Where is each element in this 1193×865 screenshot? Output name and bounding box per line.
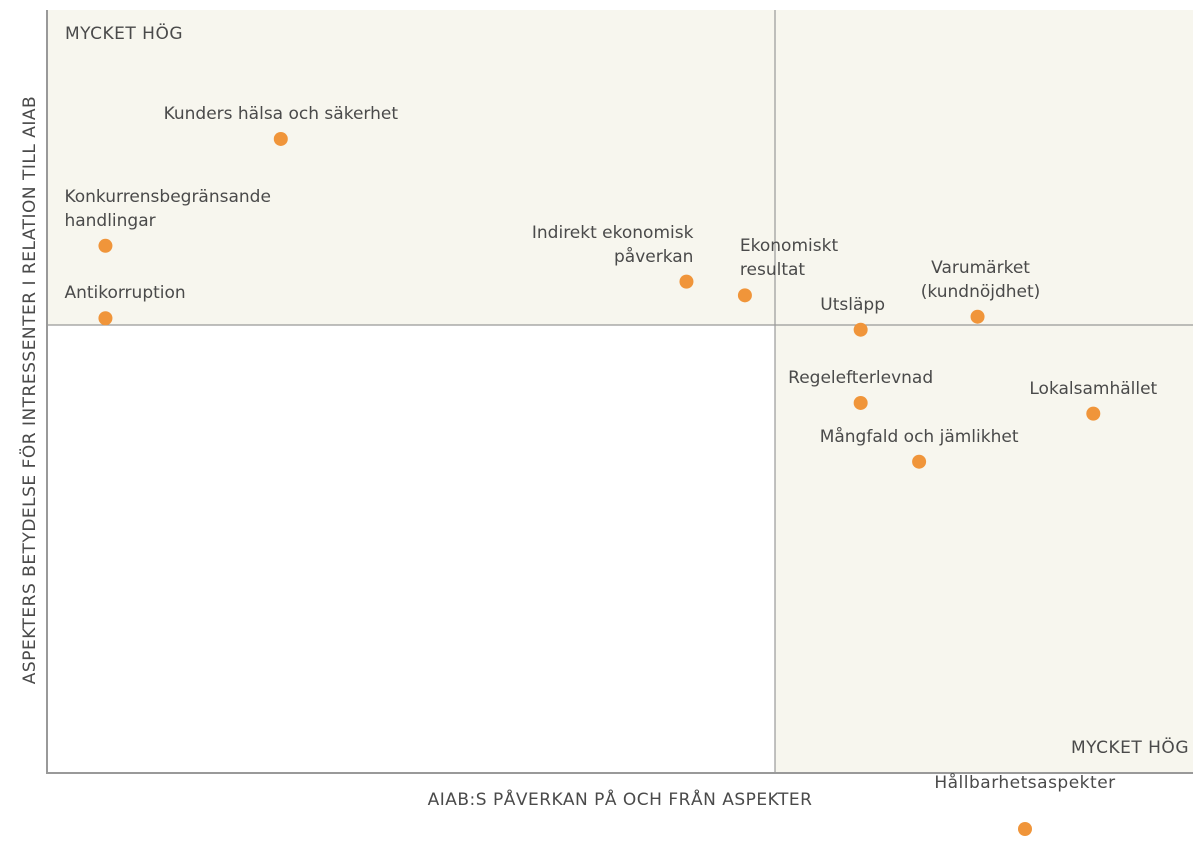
point	[970, 309, 985, 324]
annotation: MYCKET HÖG	[65, 24, 184, 44]
point-label: Lokalsamhället	[1029, 378, 1158, 399]
point-label: Ekonomiskt resultat	[739, 236, 839, 281]
point-label: Varumärket (kundnöjdhet)	[920, 257, 1041, 302]
point	[853, 322, 868, 337]
point-label: Konkurrensbegränsande handlingar	[64, 186, 271, 231]
point-label: Antikorruption	[64, 283, 186, 304]
point	[98, 311, 113, 326]
quadrant-bg	[775, 325, 1193, 773]
point-label: Mångfald och jämlikhet	[819, 426, 1019, 447]
point-label: Indirekt ekonomisk påverkan	[531, 222, 694, 267]
x-axis-label: AIAB:S PÅVERKAN PÅ OCH FRÅN ASPEKTER	[427, 790, 813, 810]
point-label: Utsläpp	[820, 294, 886, 315]
point-label: Kunders hälsa och säkerhet	[163, 103, 398, 124]
legend-label: Hållbarhetsaspekter	[934, 773, 1116, 793]
legend-marker	[1018, 822, 1032, 836]
point	[273, 131, 288, 146]
point-label: Regelefterlevnad	[788, 367, 934, 388]
annotation: MYCKET HÖG	[1070, 738, 1189, 758]
point	[98, 238, 113, 253]
point	[737, 288, 752, 303]
point	[853, 395, 868, 410]
point	[912, 454, 927, 469]
point	[1086, 406, 1101, 421]
y-axis-label: ASPEKTERS BETYDELSE FÖR INTRESSENTER I R…	[20, 95, 40, 685]
point	[679, 274, 694, 289]
quadrant-bg	[47, 10, 1193, 325]
